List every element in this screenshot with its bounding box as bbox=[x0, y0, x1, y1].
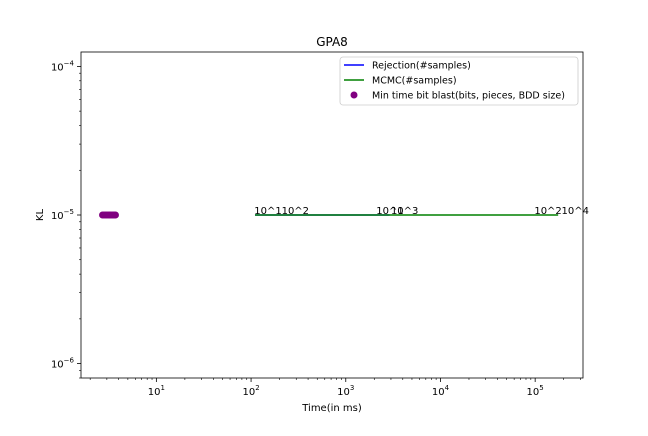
x-tick-label: 105 bbox=[527, 384, 544, 398]
annotation-label: 10^2 bbox=[282, 206, 309, 217]
annotation-label: 10^2 bbox=[534, 206, 561, 217]
legend-entry: Min time bit blast(bits, pieces, BDD siz… bbox=[372, 91, 565, 102]
x-tick-label: 103 bbox=[337, 384, 354, 398]
y-axis-label: KL bbox=[35, 209, 46, 222]
chart-title: GPA8 bbox=[316, 35, 348, 49]
annotation-label: 10^1 bbox=[254, 206, 281, 217]
x-axis-label: Time(in ms) bbox=[301, 403, 362, 414]
axis-ticks: 101 102 103 104 105 10−6 10−5 10−4 bbox=[51, 59, 581, 398]
y-tick-label: 10−4 bbox=[51, 59, 75, 73]
annotation-label: 10^3 bbox=[391, 206, 418, 217]
annotations: 10^1 10^2 10^110^3 10^2 10^4 bbox=[254, 206, 589, 217]
x-tick-label: 101 bbox=[148, 384, 165, 398]
y-tick-label: 10−6 bbox=[51, 357, 75, 371]
legend-box bbox=[339, 56, 579, 106]
legend: Rejection(#samples) MCMC(#samples) Min tim… bbox=[339, 56, 579, 106]
legend-entry: Rejection(#samples) bbox=[372, 61, 471, 72]
annotation-label: 10^4 bbox=[562, 206, 589, 217]
y-tick-label: 10−5 bbox=[51, 208, 74, 222]
annotation-label: 10^1 bbox=[376, 206, 403, 217]
x-tick-label: 104 bbox=[432, 384, 450, 398]
legend-marker-swatch bbox=[350, 91, 358, 99]
legend-entry: MCMC(#samples) bbox=[372, 76, 457, 87]
plot-series bbox=[99, 211, 559, 219]
scatter-point bbox=[111, 211, 119, 219]
x-tick-label: 102 bbox=[242, 384, 259, 398]
